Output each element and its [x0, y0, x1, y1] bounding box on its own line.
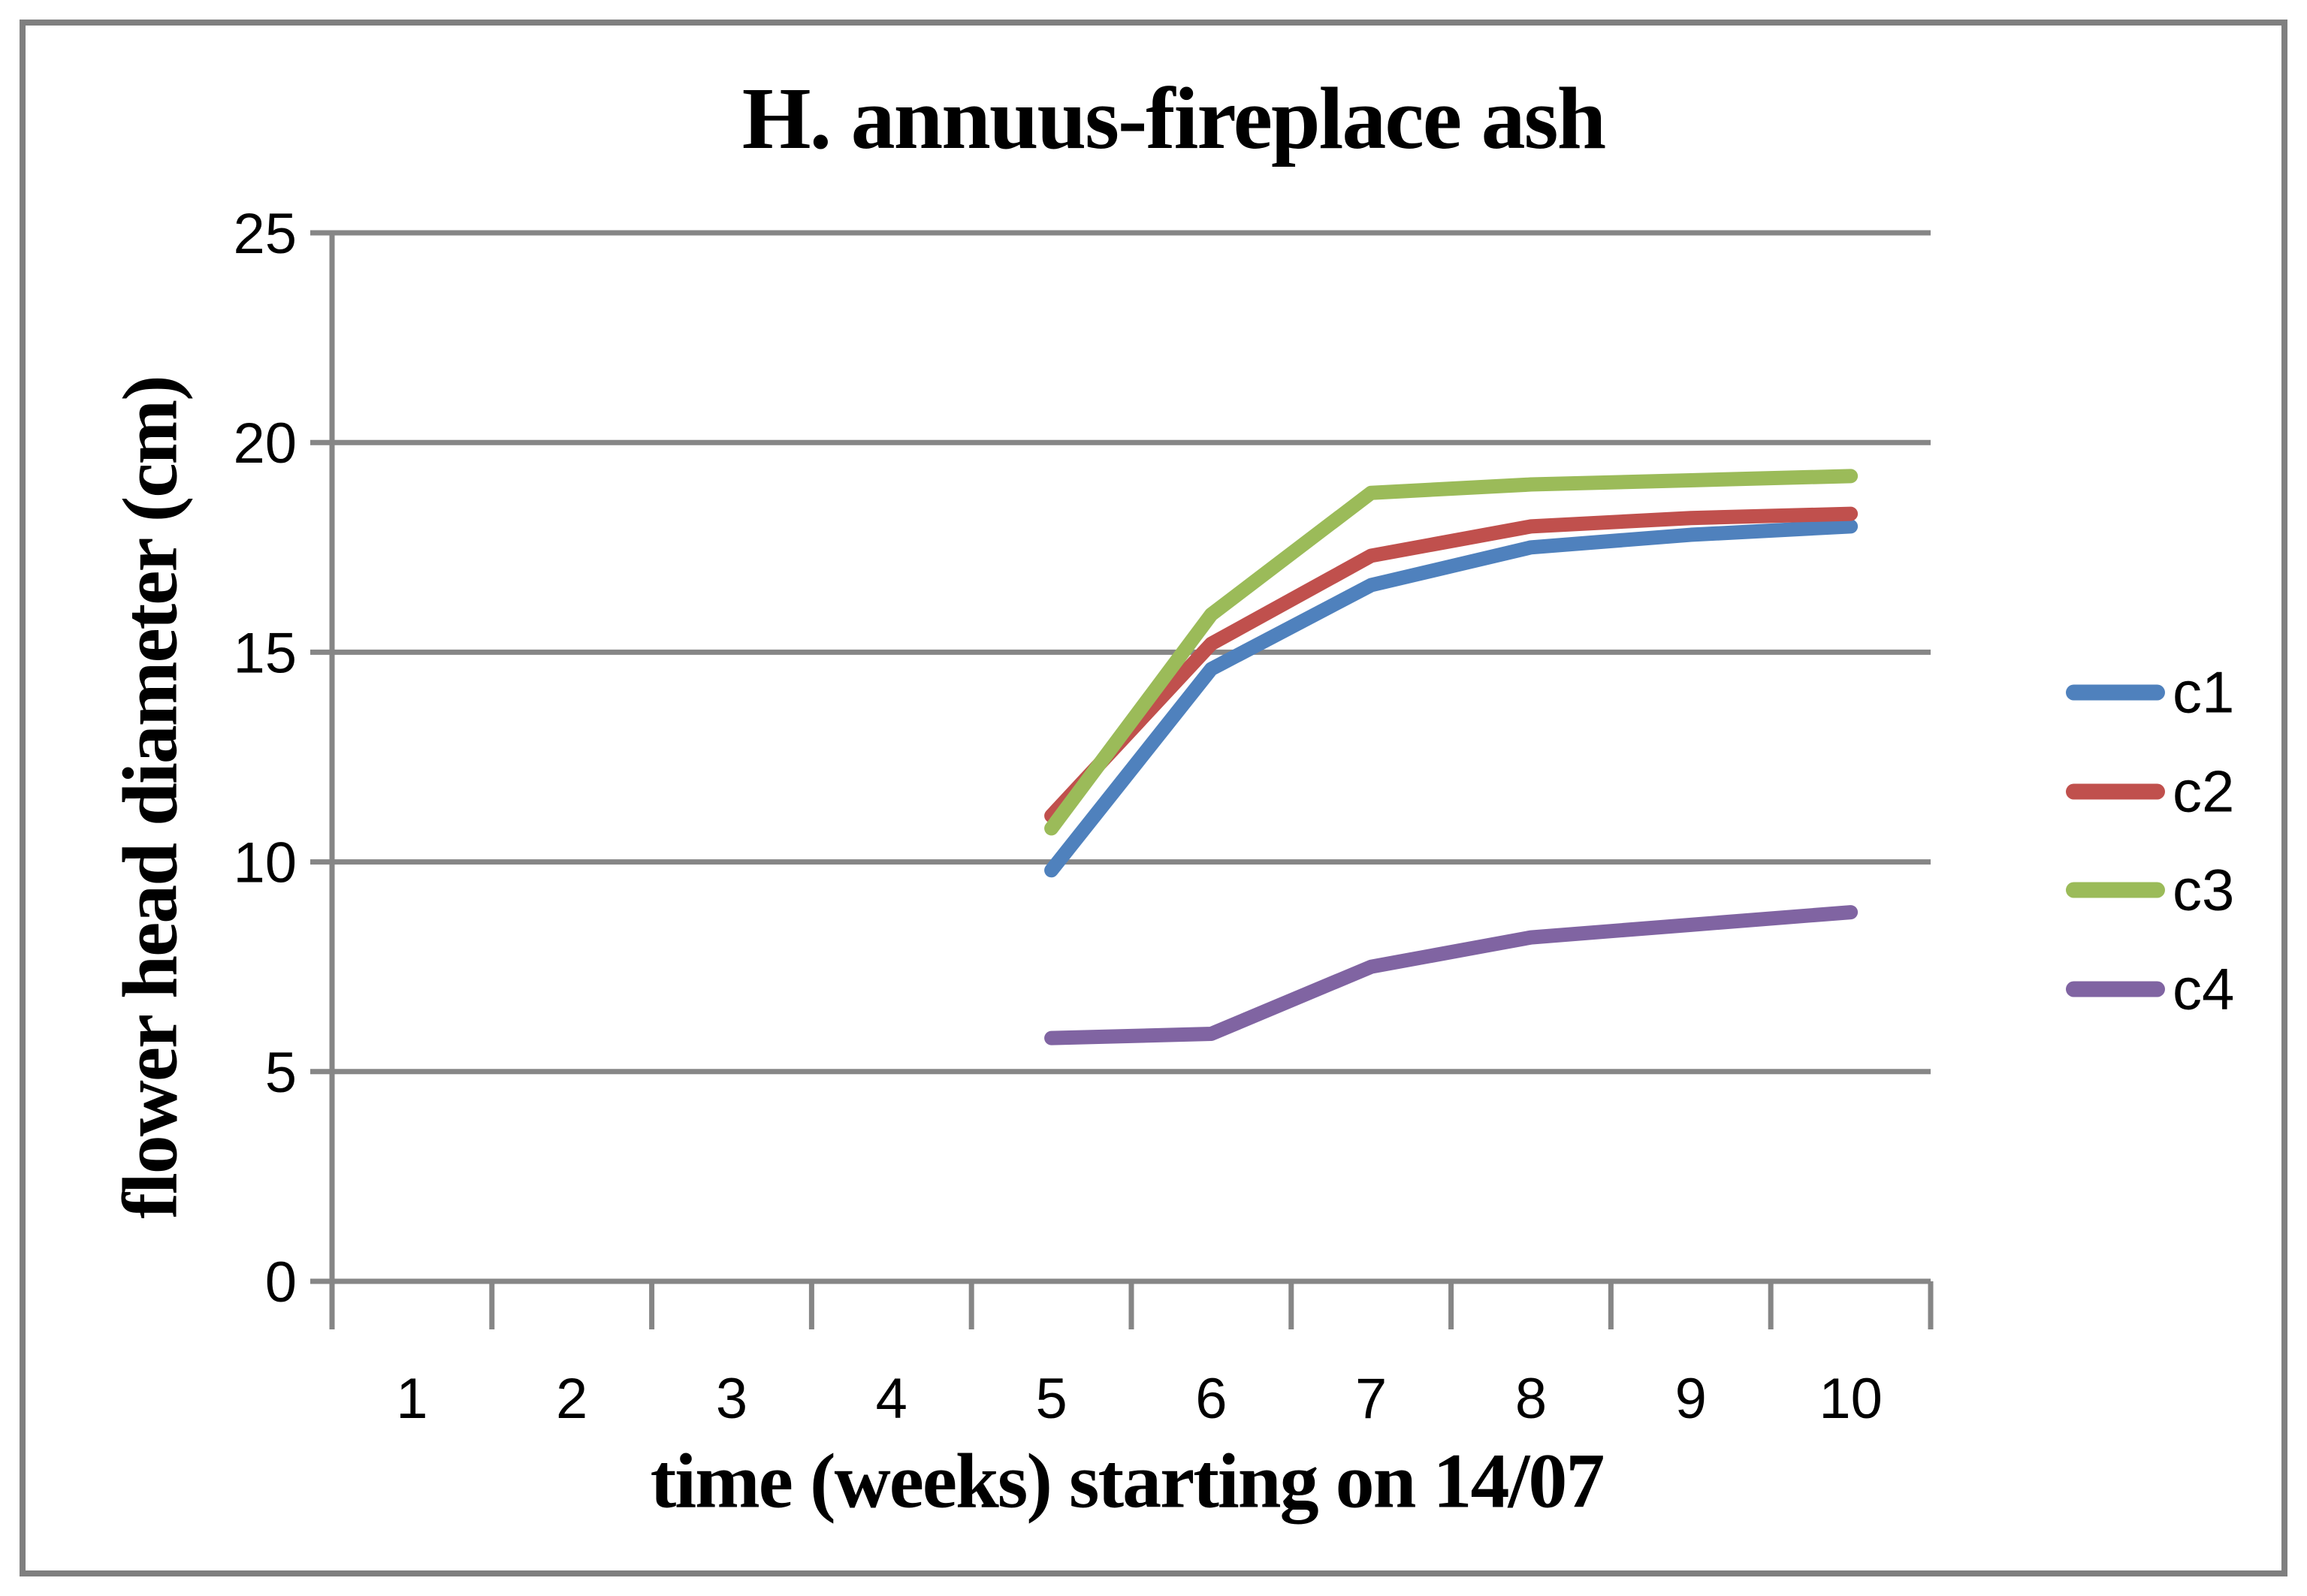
y-tick-label: 20	[233, 412, 297, 475]
x-tick-label: 7	[1355, 1367, 1387, 1431]
series-line-c3	[1044, 469, 1859, 836]
x-tick-label: 10	[1819, 1367, 1883, 1431]
legend-item-c1: c1	[2066, 659, 2234, 727]
legend-swatch-c3	[2066, 882, 2165, 898]
legend-item-c4: c4	[2066, 955, 2234, 1023]
x-tick-label: 2	[556, 1367, 587, 1431]
x-tick-label: 1	[396, 1367, 427, 1431]
x-tick-label: 8	[1515, 1367, 1547, 1431]
legend-label: c2	[2173, 758, 2235, 824]
legend-swatch-c2	[2066, 783, 2165, 799]
y-tick-label: 0	[265, 1251, 297, 1314]
y-tick-label: 25	[233, 202, 297, 266]
legend-item-c3: c3	[2066, 856, 2234, 925]
y-tick-label: 5	[265, 1041, 297, 1105]
series-line-c1	[1044, 519, 1859, 878]
series-line-c2	[1044, 506, 1859, 823]
x-tick-label: 4	[876, 1367, 907, 1431]
chart-border-frame	[20, 20, 2287, 1576]
y-tick-label: 15	[233, 621, 297, 685]
x-axis-title: time (weeks) starting on 14/07	[650, 1438, 1605, 1525]
x-tick-label: 9	[1675, 1367, 1707, 1431]
series-line-c4	[1044, 905, 1859, 1045]
x-tick-label: 5	[1035, 1367, 1067, 1431]
x-tick-label: 3	[716, 1367, 747, 1431]
legend-label: c3	[2173, 856, 2235, 923]
x-tick-label: 6	[1195, 1367, 1227, 1431]
legend-swatch-c1	[2066, 684, 2165, 701]
y-tick-label: 10	[233, 831, 297, 895]
legend-swatch-c4	[2066, 981, 2165, 997]
legend-item-c2: c2	[2066, 757, 2234, 825]
chart-title: H. annuus-fireplace ash	[741, 69, 1606, 167]
legend-label: c4	[2173, 955, 2235, 1021]
legend-label: c1	[2173, 659, 2235, 726]
